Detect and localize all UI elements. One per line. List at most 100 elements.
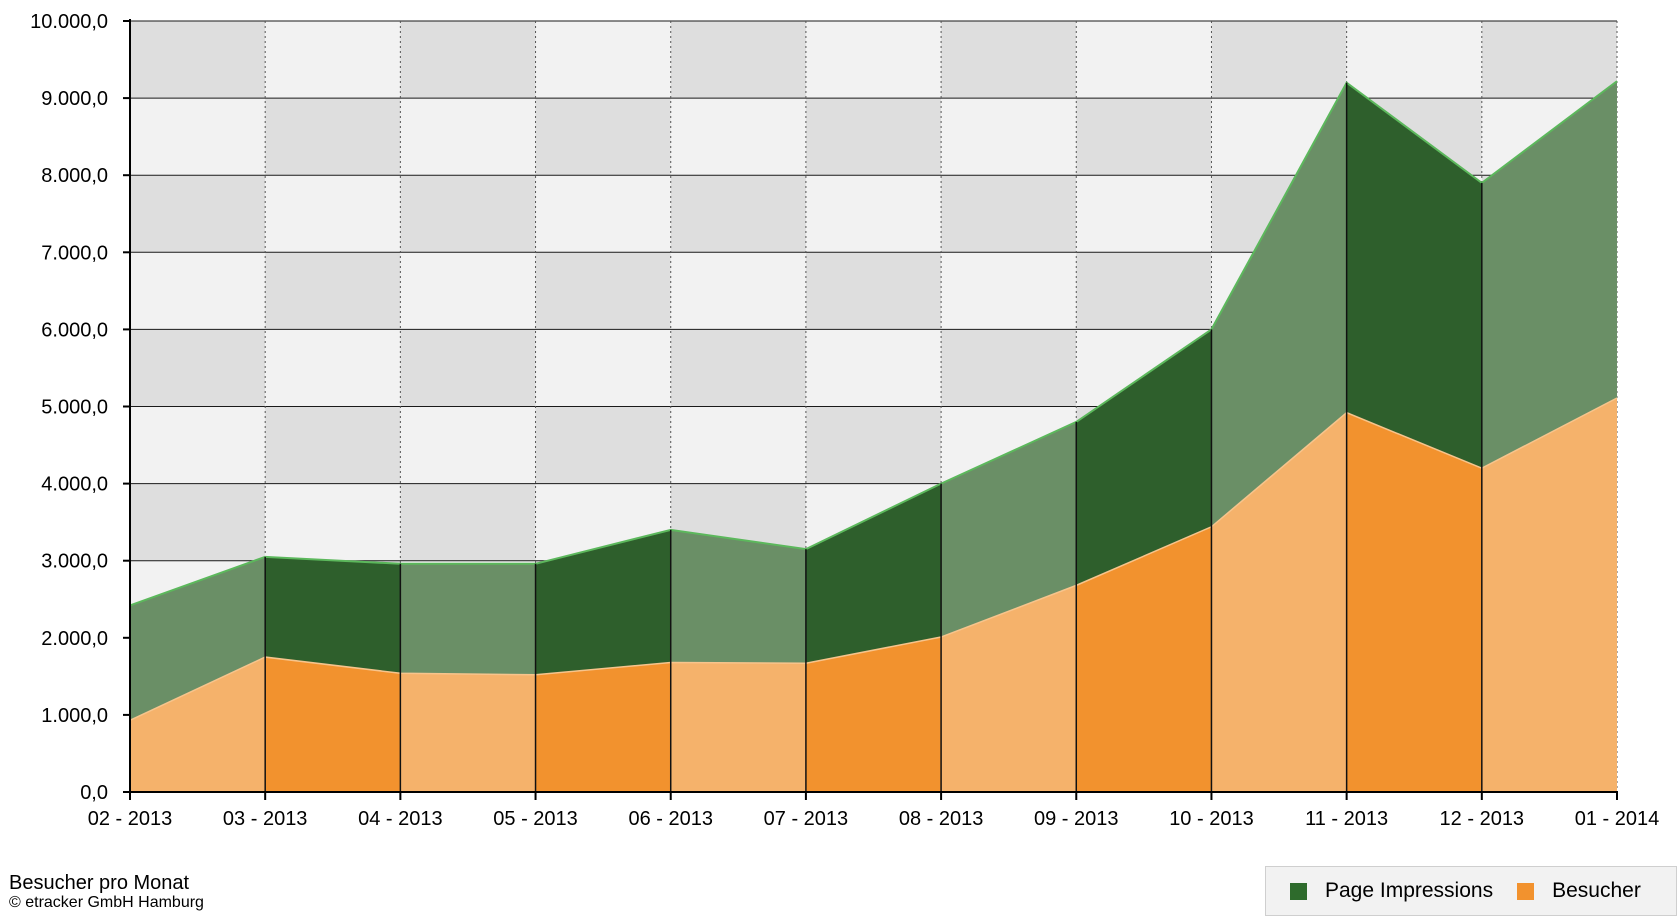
grid-band — [1076, 252, 1212, 330]
copyright-text: © etracker GmbH Hamburg — [9, 894, 204, 911]
grid-band — [535, 406, 671, 484]
x-tick-label: 12 - 2013 — [1440, 808, 1525, 830]
legend-item-page-impressions: Page Impressions — [1290, 879, 1493, 903]
y-tick-label: 9.000,0 — [41, 88, 108, 110]
area-segment-besucher — [400, 673, 536, 792]
x-tick-label: 11 - 2013 — [1305, 808, 1388, 830]
legend-swatch-besucher — [1517, 882, 1535, 900]
area-segment-besucher — [670, 662, 806, 792]
y-tick-label: 4.000,0 — [41, 474, 108, 496]
area-segment-besucher — [130, 657, 266, 792]
grid-band — [1076, 21, 1212, 99]
area-segment-page-impressions — [1481, 81, 1617, 469]
grid-band — [535, 175, 671, 253]
area-segment-besucher — [1481, 398, 1617, 792]
area-segment-besucher — [535, 662, 671, 792]
grid-band — [805, 329, 942, 407]
grid-band — [941, 329, 1077, 407]
area-segment-page-impressions — [535, 529, 671, 675]
area-segment-page-impressions — [400, 563, 536, 675]
area-segment-besucher — [1211, 412, 1347, 792]
grid-band — [1346, 21, 1482, 99]
area-segment-page-impressions — [805, 483, 942, 664]
grid-band — [670, 329, 806, 407]
grid-band — [670, 98, 806, 176]
grid-band — [670, 175, 806, 253]
series-line-page-impressions — [129, 80, 1618, 607]
grid-band — [1076, 98, 1212, 176]
grid-band — [265, 175, 401, 253]
legend-label-besucher: Besucher — [1552, 879, 1641, 902]
grid-band — [805, 98, 942, 176]
y-tick-label: 6.000,0 — [41, 319, 108, 341]
x-tick-label: 05 - 2013 — [493, 808, 578, 830]
grid-band — [1481, 21, 1617, 99]
x-tick-label: 04 - 2013 — [358, 808, 443, 830]
grid-band — [1076, 175, 1212, 253]
area-segment-page-impressions — [670, 529, 806, 664]
x-tick-label: 06 - 2013 — [628, 808, 713, 830]
grid-band — [130, 406, 266, 484]
chart-legend: Page Impressions Besucher — [1265, 866, 1677, 916]
grid-band — [535, 21, 671, 99]
area-segment-page-impressions — [1076, 329, 1212, 586]
area-segment-page-impressions — [1346, 82, 1482, 469]
grid-band — [265, 483, 401, 561]
grid-band — [130, 483, 266, 561]
grid-band — [130, 329, 266, 407]
y-tick-label: 0,0 — [80, 782, 108, 804]
grid-band — [400, 98, 536, 176]
grid-band — [400, 329, 536, 407]
grid-band — [400, 175, 536, 253]
area-segment-besucher — [265, 657, 401, 792]
chart-caption-title: Besucher pro Monat — [9, 872, 190, 894]
x-tick-label: 07 - 2013 — [764, 808, 849, 830]
legend-label-page-impressions: Page Impressions — [1325, 879, 1494, 902]
y-tick-label: 2.000,0 — [41, 628, 108, 650]
grid-band — [130, 21, 266, 99]
x-tick-label: 08 - 2013 — [899, 808, 984, 830]
grid-band — [805, 21, 942, 99]
grid-band — [265, 406, 401, 484]
grid-band — [130, 175, 266, 253]
area-segment-page-impressions — [941, 421, 1077, 638]
y-tick-label: 8.000,0 — [41, 165, 108, 187]
grid-band — [535, 98, 671, 176]
grid-band — [805, 406, 942, 484]
x-tick-label: 09 - 2013 — [1034, 808, 1119, 830]
grid-band — [670, 21, 806, 99]
chart-caption: Besucher pro Monat © etracker GmbH Hambu… — [9, 872, 204, 912]
y-tick-label: 10.000,0 — [30, 11, 108, 33]
grid-band — [400, 21, 536, 99]
area-segment-besucher — [1346, 412, 1482, 792]
grid-band — [1211, 21, 1347, 99]
grid-band — [670, 406, 806, 484]
legend-item-besucher: Besucher — [1517, 879, 1641, 903]
grid-band — [535, 329, 671, 407]
area-segment-page-impressions — [1211, 82, 1347, 527]
y-tick-label: 5.000,0 — [41, 397, 108, 419]
grid-band — [265, 329, 401, 407]
grid-band — [535, 252, 671, 330]
grid-band — [265, 21, 401, 99]
grid-band — [805, 252, 942, 330]
grid-band — [941, 21, 1077, 99]
grid-band — [130, 252, 266, 330]
y-tick-label: 1.000,0 — [41, 705, 108, 727]
x-tick-label: 03 - 2013 — [223, 808, 308, 830]
area-segment-besucher — [941, 585, 1077, 792]
grid-band — [400, 252, 536, 330]
area-segment-page-impressions — [265, 556, 401, 674]
x-tick-label: 10 - 2013 — [1169, 808, 1254, 830]
x-tick-label: 01 - 2014 — [1575, 808, 1660, 830]
grid-band — [265, 252, 401, 330]
grid-band — [670, 252, 806, 330]
grid-band — [805, 175, 942, 253]
grid-band — [400, 483, 536, 561]
grid-band — [400, 406, 536, 484]
x-tick-label: 02 - 2013 — [88, 808, 173, 830]
grid-band — [941, 252, 1077, 330]
grid-band — [130, 98, 266, 176]
grid-band — [265, 98, 401, 176]
